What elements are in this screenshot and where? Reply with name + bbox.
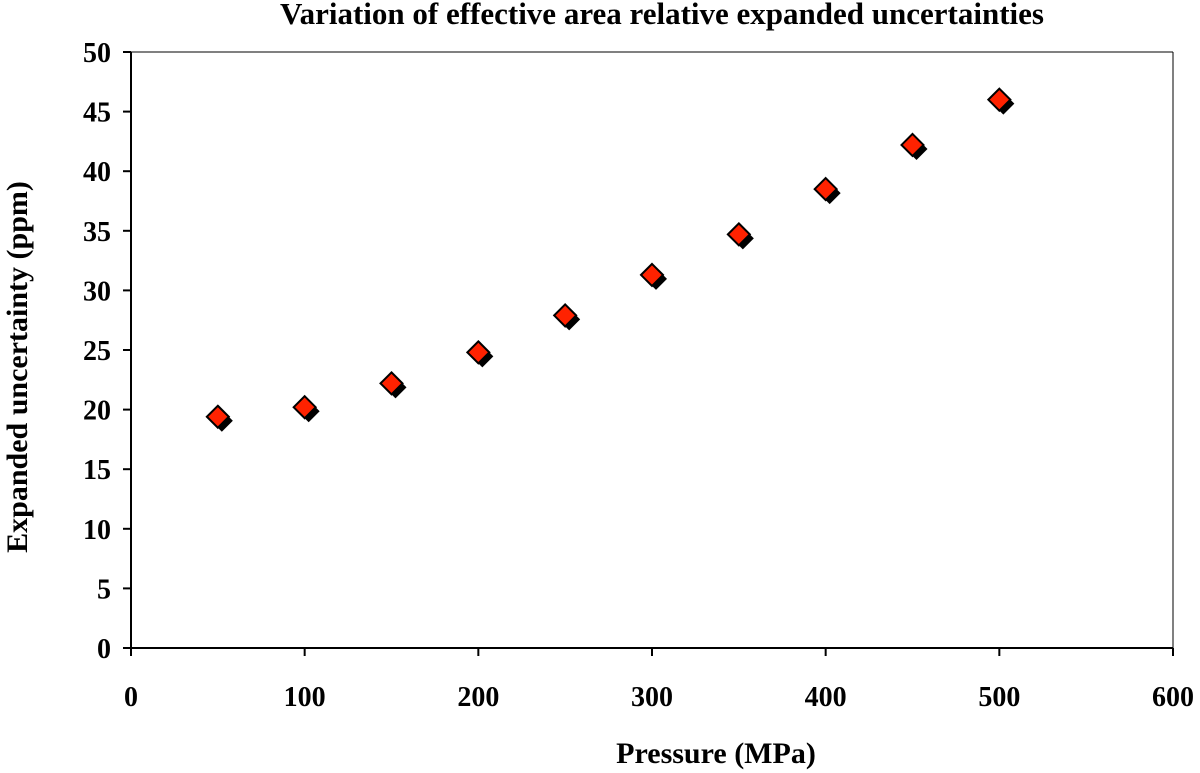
plot-area [130, 51, 1174, 649]
y-tick-label: 40 [83, 157, 111, 188]
x-tick-label: 500 [978, 682, 1020, 713]
x-tick-label: 200 [457, 682, 499, 713]
data-point-marker [813, 176, 839, 202]
data-point-marker [465, 339, 491, 365]
y-tick-label: 35 [83, 217, 111, 248]
data-point-marker [639, 262, 665, 288]
x-tick-label: 0 [124, 682, 138, 713]
data-point-marker [900, 132, 925, 158]
data-point [465, 339, 494, 368]
data-point-marker [726, 221, 752, 247]
x-tick-label: 100 [284, 682, 326, 713]
x-tick-label: 600 [1152, 682, 1194, 713]
y-tick-label: 15 [83, 455, 111, 486]
y-tick-label: 5 [97, 574, 111, 605]
data-point [639, 262, 667, 290]
y-tick-label: 0 [97, 634, 111, 665]
data-point-marker [552, 303, 578, 328]
x-tick-label: 300 [631, 682, 673, 713]
data-point [726, 221, 754, 250]
x-axis-title: Pressure (MPa) [616, 737, 816, 770]
data-point-marker [379, 370, 404, 396]
data-point-marker [986, 87, 1012, 113]
data-point [552, 303, 581, 331]
x-tick-label: 400 [805, 682, 847, 713]
data-points [205, 87, 1015, 432]
y-axis-title: Expanded uncertainty (ppm) [1, 181, 34, 553]
y-tick-label: 20 [83, 396, 111, 427]
y-tick-label: 30 [83, 276, 111, 307]
data-point [205, 404, 233, 432]
y-tick-label: 50 [83, 38, 111, 69]
data-point-marker [292, 394, 318, 420]
data-point [900, 132, 928, 160]
data-point [986, 87, 1015, 115]
y-tick-label: 45 [83, 98, 111, 129]
y-tick-label: 25 [83, 336, 111, 367]
chart-title: Variation of effective area relative exp… [280, 0, 1044, 31]
x-axis-ticks: 0 100 200 300 400 500 600 [124, 648, 1194, 713]
data-point [292, 394, 320, 423]
data-point [813, 176, 841, 205]
y-tick-label: 10 [83, 515, 111, 546]
y-axis-ticks: 0 5 10 15 20 25 30 35 40 45 50 [83, 38, 131, 665]
data-point-marker [205, 404, 231, 430]
data-point [379, 370, 407, 399]
